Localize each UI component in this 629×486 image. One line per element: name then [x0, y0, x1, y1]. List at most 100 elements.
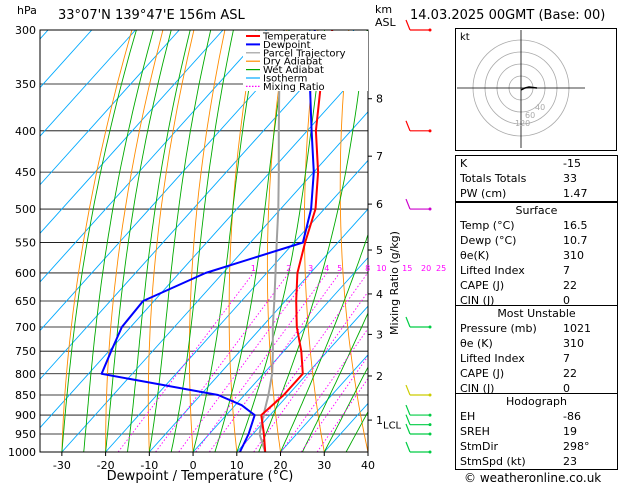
pressure-tick-label: 550 — [15, 236, 36, 249]
wet-adiabat-line — [192, 30, 260, 452]
mixing-ratio-label: 1 — [251, 264, 256, 273]
wet-adiabat-line — [83, 30, 154, 452]
mixing-ratio-line — [280, 327, 368, 452]
km-tick-label: 2 — [376, 370, 383, 383]
mixing-ratio-label: 4 — [324, 264, 329, 273]
legend-entry: Mixing Ratio — [263, 82, 325, 93]
isotherm-line — [40, 30, 180, 186]
dewpoint-line — [100, 30, 316, 452]
hodograph-trace — [520, 86, 538, 91]
pressure-tick-label: 1000 — [8, 446, 36, 459]
x-tick-label: 10 — [230, 459, 244, 472]
wet-adiabat-line — [61, 30, 137, 452]
pressure-tick-label: 700 — [15, 321, 36, 334]
km-tick-label: 6 — [376, 198, 383, 211]
skew-t-chart: 1 2 3 4 5 8 10 15 20 2530035040045050055060065070… — [8, 19, 451, 484]
x-tick-label: 30 — [317, 459, 331, 472]
wind-barb-base — [428, 432, 432, 436]
dry-adiabat-line — [105, 30, 164, 452]
mixing-ratio-line — [117, 272, 254, 452]
isotherm-line — [40, 30, 311, 332]
legend-entry: Dry Adiabat — [263, 57, 322, 68]
wet-adiabat-line — [170, 30, 234, 452]
pressure-tick-label: 750 — [15, 345, 36, 358]
km-tick-label: 7 — [376, 150, 383, 163]
isotherm-line — [40, 62, 368, 429]
isotherm-line — [280, 354, 368, 452]
x-tick-label: -30 — [53, 459, 71, 472]
mixing-ratio-line — [253, 290, 368, 452]
legend-entry: Isotherm — [263, 74, 307, 85]
wind-barbs — [405, 19, 432, 454]
km-tick-label: 4 — [376, 288, 383, 301]
isotherm-line — [148, 208, 368, 452]
wet-adiabat-line — [280, 233, 368, 452]
dry-adiabat-line — [441, 30, 450, 452]
indices-table: K -15 Totals Totals 33 PW (cm) 1.47 — [455, 155, 618, 202]
mixing-ratio-label: 5 — [337, 264, 342, 273]
wind-barb-base — [428, 207, 432, 211]
x-tick-label: 20 — [274, 459, 288, 472]
wind-barb-flag — [405, 384, 411, 396]
wind-barb-flag — [405, 404, 411, 416]
plot-frame — [39, 29, 369, 453]
x-tick-label: 40 — [361, 459, 375, 472]
wind-barb-flag — [405, 441, 411, 453]
legend-entry: Temperature — [262, 32, 326, 43]
mixing-ratio-label: 8 — [365, 264, 370, 273]
location-label: 33°07'N 139°47'E 156m ASL — [58, 8, 245, 23]
mixing-ratio-label: 15 — [402, 264, 412, 273]
dry-adiabat-line — [409, 30, 451, 452]
wet-adiabat-line — [258, 30, 368, 452]
temperature-line — [260, 30, 334, 452]
x-tick-label: -20 — [97, 459, 115, 472]
isotherm-line — [61, 111, 368, 452]
lcl-label: LCL — [383, 421, 402, 432]
mixing-ratio-axis-label: Mixing Ratio (g/kg) — [388, 231, 401, 335]
credit-label: © weatheronline.co.uk — [464, 471, 602, 485]
pressure-tick-label: 950 — [15, 428, 36, 441]
wind-barb-flag — [405, 120, 411, 132]
pressure-tick-label: 500 — [15, 203, 36, 216]
legend-entry: Dewpoint — [263, 40, 311, 51]
mixing-ratio-label: 25 — [436, 264, 446, 273]
wet-adiabat-line — [148, 30, 212, 452]
wind-barb-flag — [405, 198, 411, 210]
isotherm-line — [40, 30, 268, 283]
mixing-ratio-line — [155, 272, 290, 452]
isotherm-line — [105, 159, 368, 452]
wet-adiabat-line — [301, 312, 368, 452]
mixing-ratio-label: 3 — [308, 264, 313, 273]
wind-barb-flag — [405, 316, 411, 328]
wet-adiabat-line — [105, 30, 172, 452]
pressure-tick-label: 600 — [15, 267, 36, 280]
dry-adiabat-line — [228, 30, 257, 452]
pressure-tick-label: 900 — [15, 409, 36, 422]
hodograph-unit-label: kt — [460, 32, 470, 43]
hodograph-ring-label: 120 — [515, 119, 530, 128]
mixing-ratio-label: 10 — [376, 264, 386, 273]
pressure-tick-label: 350 — [15, 78, 36, 91]
most-unstable-table: Most Unstable Pressure (mb) 1021 θe (K) 31… — [455, 305, 618, 397]
mixing-ratio-line — [316, 377, 368, 452]
legend-entry: Wet Adiabat — [263, 65, 324, 76]
mixing-ratio-label: 2 — [286, 264, 291, 273]
wet-adiabat-line — [236, 30, 326, 452]
mixing-ratio-label: 20 — [421, 264, 431, 273]
pressure-tick-label: 650 — [15, 295, 36, 308]
hodograph-ring-label: 60 — [525, 111, 535, 120]
asl-unit-label: ASL — [375, 16, 396, 29]
isotherm-line — [236, 305, 368, 452]
pressure-tick-label: 300 — [15, 24, 36, 37]
km-tick-label: 5 — [376, 244, 383, 257]
surface-table: Surface Temp (°C) 16.5 Dewp (°C) 10.7 θe(K… — [455, 202, 618, 309]
datetime-label: 14.03.2025 00GMT (Base: 00) — [410, 8, 606, 23]
x-axis-label: Dewpoint / Temperature (°C) — [107, 469, 294, 484]
dry-adiabat-line — [303, 30, 325, 452]
hodograph-ring-label: 40 — [535, 103, 545, 112]
hodograph-table: Hodograph EH -86 SREH 19 StmDir 298° StmSpd… — [455, 393, 618, 470]
km-unit-label: km — [375, 3, 393, 16]
wind-barb-base — [428, 423, 432, 427]
